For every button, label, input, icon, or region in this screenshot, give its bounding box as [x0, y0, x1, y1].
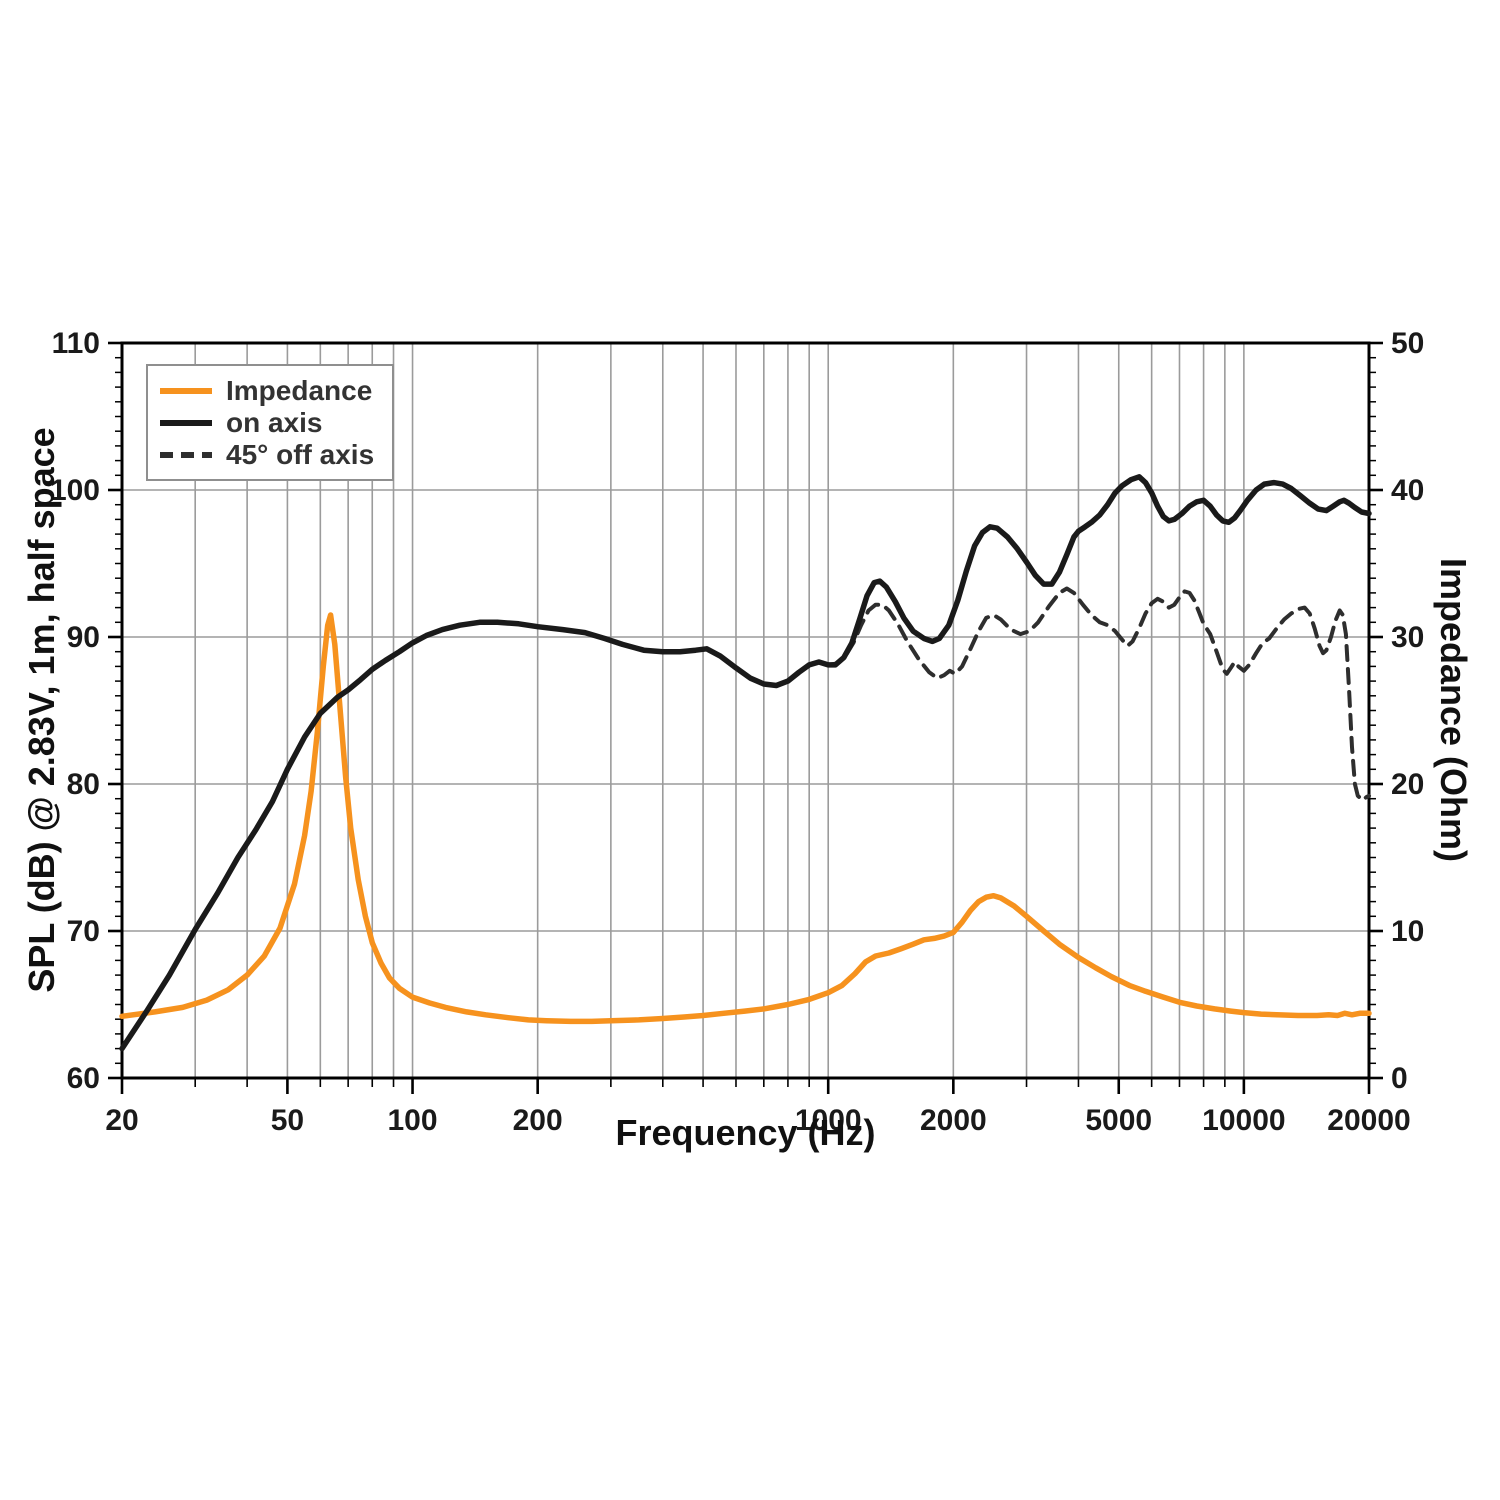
- y-left-tick-label: 90: [67, 621, 100, 654]
- x-tick-label: 50: [271, 1104, 304, 1137]
- x-tick-label: 100: [388, 1104, 438, 1137]
- x-tick-label: 20: [105, 1104, 138, 1137]
- legend: Impedance on axis 45° off axis: [146, 364, 395, 481]
- legend-label-impedance: Impedance: [226, 374, 373, 406]
- on-axis-curve: [119, 474, 1372, 1052]
- x-axis-label: Frequency (Hz): [615, 1112, 876, 1153]
- x-tick-label: 1000: [795, 1104, 862, 1137]
- legend-label-on-axis: on axis: [226, 406, 323, 438]
- y-right-tick-label: 20: [1391, 768, 1424, 801]
- x-tick-label: 2000: [920, 1104, 987, 1137]
- on-axis-line-sample: [160, 419, 212, 426]
- y-left-tick-label: 70: [67, 915, 100, 948]
- y-right-tick-label: 0: [1391, 1062, 1408, 1095]
- y-right-tick-label: 40: [1391, 474, 1424, 507]
- x-tick-label: 10000: [1202, 1104, 1285, 1137]
- y-left-tick-label: 80: [67, 768, 100, 801]
- x-tick-label: 5000: [1085, 1104, 1152, 1137]
- y-left-tick-label: 110: [52, 327, 100, 360]
- impedance-curve: [119, 612, 1372, 1025]
- y-left-tick-label: 60: [67, 1062, 100, 1095]
- y-axis-label-right: Impedance (Ohm): [1433, 557, 1474, 863]
- off-axis-line-sample: [160, 451, 212, 458]
- legend-item-off-axis: 45° off axis: [160, 440, 374, 469]
- y-axis-label-left: SPL (dB) @ 2.83V, 1m, half space: [21, 427, 62, 993]
- y-right-tick-label: 10: [1391, 915, 1424, 948]
- legend-item-impedance: Impedance: [160, 376, 374, 405]
- legend-item-on-axis: on axis: [160, 408, 374, 437]
- plot-border: [120, 341, 1371, 1080]
- legend-label-off-axis: 45° off axis: [226, 438, 375, 470]
- y-right-tick-label: 50: [1391, 327, 1424, 360]
- off-axis-curve: [826, 586, 1371, 803]
- impedance-line-sample: [160, 387, 212, 394]
- y-left-tick-label: 100: [50, 474, 100, 507]
- x-tick-label: 200: [513, 1104, 563, 1137]
- y-right-tick-label: 30: [1391, 621, 1424, 654]
- x-tick-label: 20000: [1327, 1104, 1410, 1137]
